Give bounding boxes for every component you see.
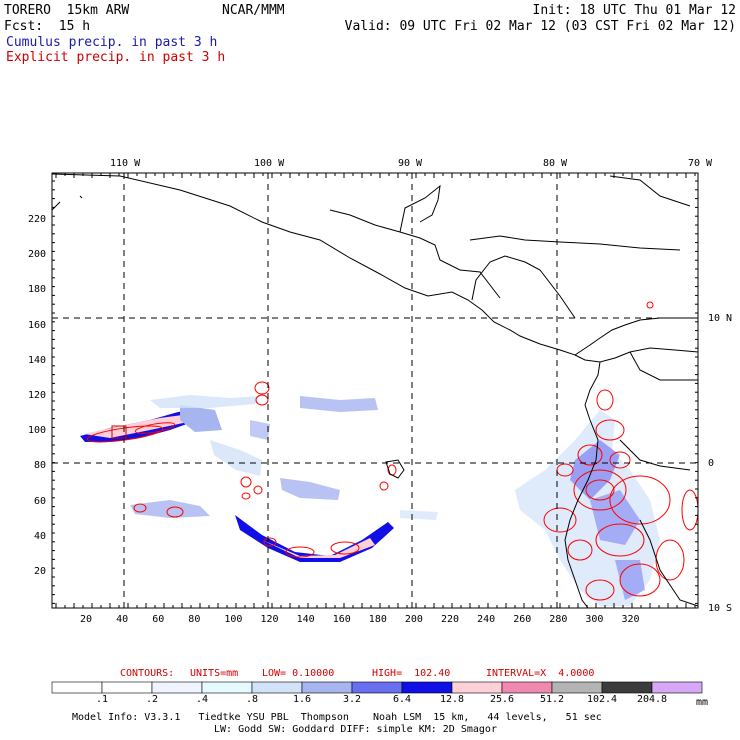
lat-label-10s: 10 S bbox=[708, 603, 733, 614]
x-tick-label: 160 bbox=[332, 614, 351, 625]
x-tick-label: 220 bbox=[441, 614, 460, 625]
colorbar-unit: mm bbox=[696, 697, 709, 708]
model-title: TORERO 15km ARW bbox=[4, 3, 130, 18]
x-tick-label: 120 bbox=[260, 614, 279, 625]
field-label-cumulus: Cumulus precip. in past 3 h bbox=[6, 35, 218, 50]
lon-label-90w: 90 W bbox=[398, 158, 423, 169]
x-tick-label: 100 bbox=[224, 614, 243, 625]
model-info-line2: LW: Godd SW: Goddard DIFF: simple KM: 2D… bbox=[214, 724, 497, 735]
colorbar-swatch bbox=[251, 681, 303, 694]
x-tick-label: 300 bbox=[585, 614, 604, 625]
x-tick-label: 280 bbox=[549, 614, 568, 625]
colorbar-label: 102.4 bbox=[586, 694, 618, 705]
y-tick-label: 40 bbox=[33, 530, 46, 542]
y-tick-label: 100 bbox=[27, 425, 46, 437]
colorbar-swatch bbox=[601, 681, 653, 694]
colorbar-label: 51.2 bbox=[539, 694, 565, 705]
contour-label: CONTOURS: bbox=[120, 668, 175, 679]
y-tick-label: 60 bbox=[33, 495, 46, 507]
x-tick-label: 320 bbox=[621, 614, 640, 625]
colorbar-swatch bbox=[551, 681, 603, 694]
x-tick-label: 80 bbox=[188, 614, 201, 625]
colorbar-label: 3.2 bbox=[342, 694, 362, 705]
lat-label-0: 0 bbox=[708, 458, 715, 469]
colorbar-swatch bbox=[301, 681, 353, 694]
y-tick-label: 180 bbox=[27, 284, 46, 296]
valid-time: Valid: 09 UTC Fri 02 Mar 12 (03 CST Fri … bbox=[344, 19, 736, 34]
colorbar-label: 1.6 bbox=[292, 694, 312, 705]
forecast-hour: Fcst: 15 h bbox=[4, 19, 91, 34]
colorbar-label: .2 bbox=[145, 694, 159, 705]
lon-label-80w: 80 W bbox=[543, 158, 568, 169]
precip-explicit-contours bbox=[86, 301, 699, 601]
organization-label: NCAR/MMM bbox=[222, 3, 285, 18]
colorbar-swatch bbox=[201, 681, 253, 694]
lon-label-100w: 100 W bbox=[254, 158, 285, 169]
colorbar-label: 204.8 bbox=[636, 694, 668, 705]
init-time: Init: 18 UTC Thu 01 Mar 12 bbox=[532, 3, 737, 18]
colorbar-swatch bbox=[101, 681, 153, 694]
x-tick-label: 200 bbox=[404, 614, 423, 625]
x-tick-label: 40 bbox=[116, 614, 129, 625]
colorbar-swatch bbox=[51, 681, 103, 694]
y-tick-label: 200 bbox=[27, 249, 46, 261]
colorbar-label: 6.4 bbox=[392, 694, 412, 705]
lon-label-110w: 110 W bbox=[110, 158, 141, 169]
y-tick-label: 160 bbox=[27, 319, 46, 331]
x-tick-label: 20 bbox=[80, 614, 93, 625]
contour-low: LOW= 0.10000 bbox=[262, 668, 335, 679]
lat-lon-grid bbox=[52, 173, 698, 608]
colorbar-label: .1 bbox=[95, 694, 109, 705]
colorbar-label: 12.8 bbox=[439, 694, 465, 705]
y-tick-label: 80 bbox=[33, 460, 46, 472]
map-frame bbox=[51, 172, 699, 609]
x-tick-label: 60 bbox=[152, 614, 165, 625]
colorbar-swatch bbox=[651, 681, 703, 694]
x-tick-label: 260 bbox=[513, 614, 532, 625]
x-tick-label: 240 bbox=[477, 614, 496, 625]
lat-label-10n: 10 N bbox=[708, 313, 733, 324]
contour-high: HIGH= 102.40 bbox=[372, 668, 451, 679]
contour-interval: INTERVAL=X 4.0000 bbox=[486, 668, 595, 679]
colorbar-label: .8 bbox=[245, 694, 259, 705]
colorbar-label: 25.6 bbox=[489, 694, 515, 705]
lon-label-70w: 70 W bbox=[688, 158, 713, 169]
y-tick-label: 120 bbox=[27, 390, 46, 401]
contour-units: UNITS=mm bbox=[190, 668, 239, 679]
y-tick-label: 140 bbox=[27, 354, 46, 366]
colorbar-swatch bbox=[451, 681, 503, 694]
x-tick-label: 140 bbox=[296, 614, 315, 625]
colorbar bbox=[51, 681, 703, 694]
colorbar-swatch bbox=[501, 681, 553, 694]
colorbar-swatch bbox=[401, 681, 453, 694]
coastlines bbox=[51, 173, 699, 609]
field-label-explicit: Explicit precip. in past 3 h bbox=[6, 50, 226, 65]
colorbar-label: .4 bbox=[195, 694, 209, 705]
y-tick-label: 220 bbox=[27, 214, 46, 225]
colorbar-swatch bbox=[351, 681, 403, 694]
x-tick-label: 180 bbox=[368, 614, 387, 625]
y-tick-label: 20 bbox=[33, 566, 46, 577]
model-info-line1: Model Info: V3.3.1 Tiedtke YSU PBL Thomp… bbox=[72, 712, 602, 723]
colorbar-swatch bbox=[151, 681, 203, 694]
